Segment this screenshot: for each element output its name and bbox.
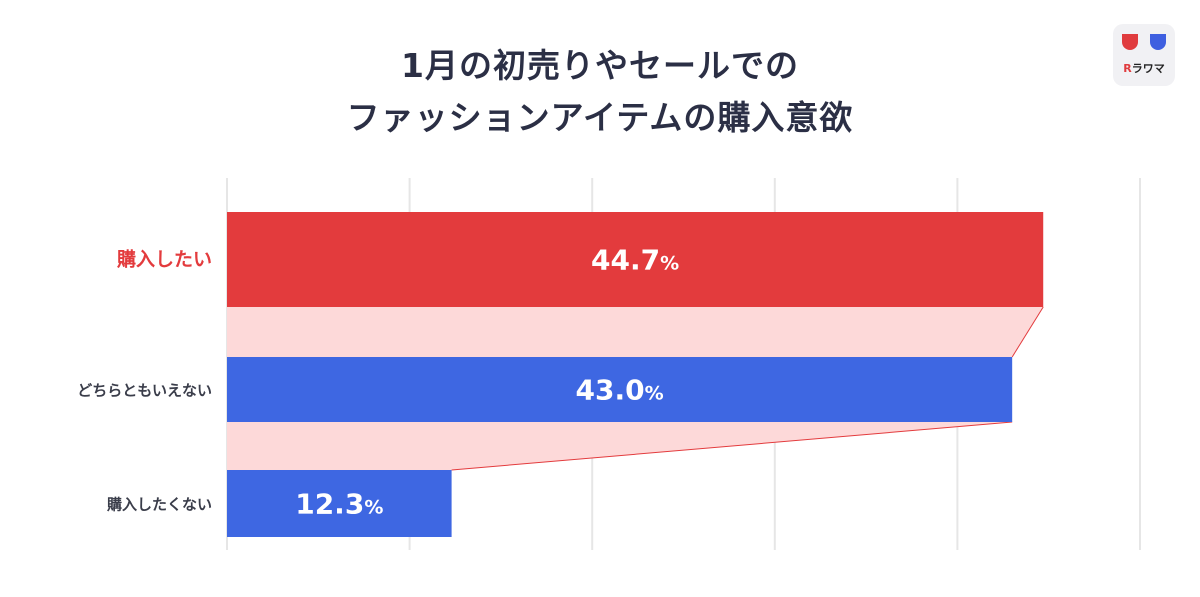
logo-mark: R — [1123, 62, 1132, 75]
title-line-1: 1月の初売りやセールでの — [401, 46, 799, 85]
connector-edge — [1011, 306, 1044, 358]
connector-band — [227, 307, 1044, 357]
category-label-3: 購入したくない — [106, 496, 212, 514]
value-label-2: 43.0% — [576, 374, 664, 407]
value-unit: % — [660, 253, 679, 275]
red-cup-icon — [1122, 34, 1138, 50]
logo-name: ラワマ — [1131, 62, 1165, 75]
connector-edge — [451, 421, 1013, 471]
logo-text: Rラワマ — [1113, 60, 1175, 76]
value-unit: % — [645, 383, 664, 405]
chart-title: 1月の初売りやセールでの ファッションアイテムの購入意欲 — [200, 40, 1000, 144]
connector-band — [227, 422, 1013, 470]
blue-cup-icon — [1150, 34, 1166, 50]
value-unit: % — [364, 497, 383, 519]
category-label-1: 購入したい — [117, 248, 212, 271]
bar-1 — [227, 212, 1044, 307]
bar-3 — [227, 470, 452, 537]
bar-2 — [227, 357, 1013, 422]
category-label-2: どちらともいえない — [77, 382, 212, 400]
brand-logo: Rラワマ — [1113, 24, 1175, 86]
title-line-2: ファッションアイテムの購入意欲 — [346, 98, 854, 137]
